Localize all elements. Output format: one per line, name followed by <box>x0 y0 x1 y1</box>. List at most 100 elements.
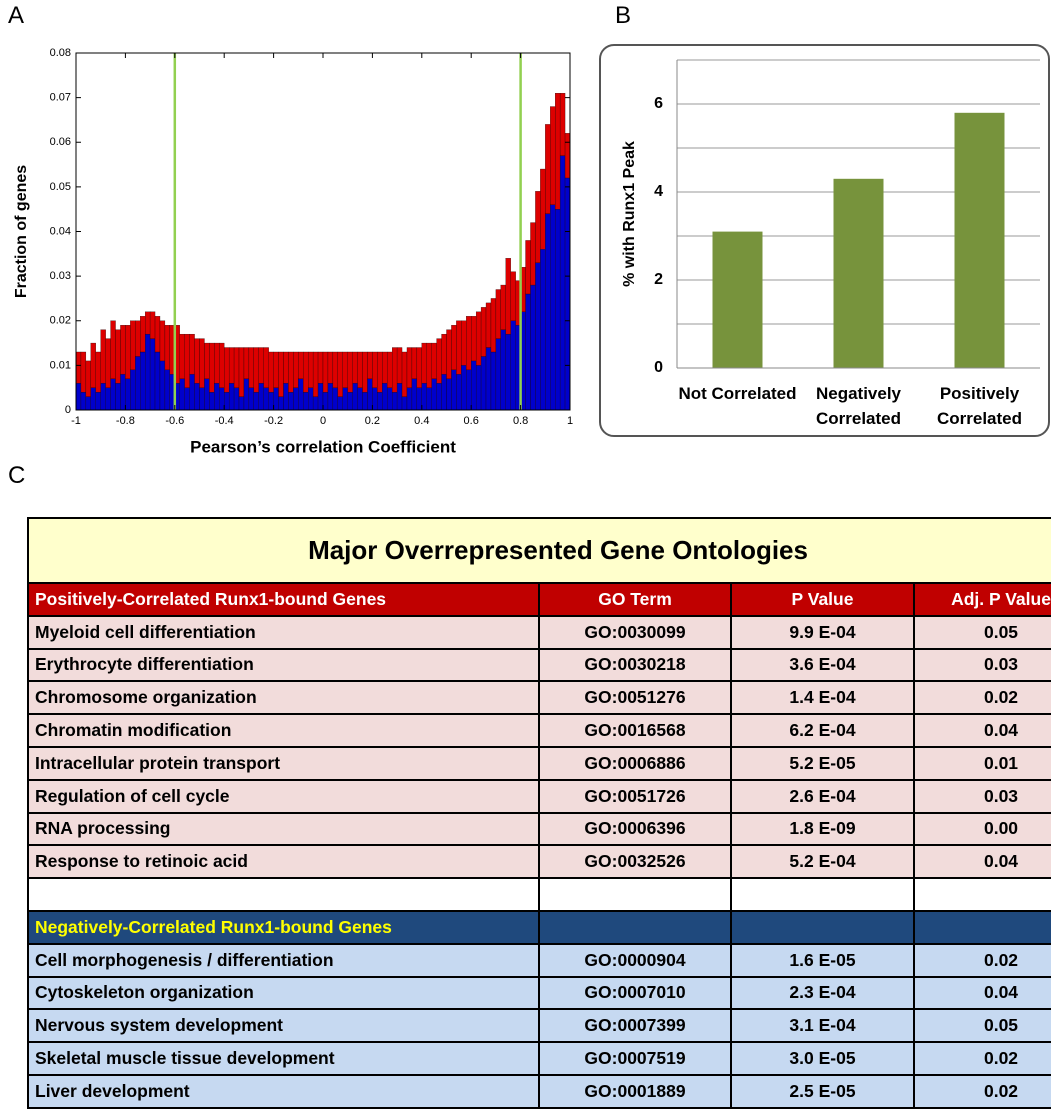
bar-segment <box>110 320 116 379</box>
bar-segment <box>387 387 393 411</box>
bar-segment <box>85 396 91 411</box>
table-cell: Intracellular protein transport <box>27 745 540 781</box>
bar-segment <box>189 333 195 375</box>
bar-segment <box>283 383 289 411</box>
table-cell: 5.2 E-04 <box>730 844 915 880</box>
table-cell: 1.4 E-04 <box>730 680 915 716</box>
table-cell <box>912 877 1051 912</box>
table-cell: GO:0051276 <box>538 680 732 716</box>
bar-segment <box>485 347 492 411</box>
bar-segment <box>490 298 497 353</box>
data-row: Erythrocyte differentiation GO:0030218 3.6… <box>27 647 1051 683</box>
bar-segment <box>406 387 413 411</box>
bar-segment <box>238 396 245 411</box>
bar <box>712 231 763 368</box>
bar-segment <box>90 387 96 411</box>
bar-segment <box>179 333 185 379</box>
bar-segment <box>248 347 254 388</box>
panel-label: B <box>615 2 632 29</box>
bar-segment <box>100 383 106 411</box>
bar-segment <box>258 383 264 411</box>
y-tick-label: 0.02 <box>50 315 71 327</box>
table-cell: GO:0032526 <box>538 844 732 880</box>
bar-segment <box>411 378 418 411</box>
bar-segment <box>505 333 511 411</box>
bar-segment <box>451 325 457 370</box>
spacer-row <box>27 877 1051 912</box>
bar-segment <box>545 124 551 214</box>
bar-segment <box>214 342 220 384</box>
bar-segment <box>367 378 373 411</box>
bar-segment <box>500 284 506 330</box>
table-cell: Adj. P Value <box>912 582 1051 617</box>
table-cell <box>912 909 1051 945</box>
bar-segment <box>475 311 482 366</box>
bar-segment <box>367 351 373 379</box>
table-cell: 2.3 E-04 <box>730 975 915 1011</box>
table-cell: 2.6 E-04 <box>730 778 915 814</box>
bar-segment <box>135 320 141 357</box>
bar-segment <box>327 351 334 384</box>
bar-segment <box>322 391 329 411</box>
bar-segment <box>485 302 492 348</box>
bar-segment <box>140 316 146 353</box>
bar-segment <box>337 396 343 411</box>
bar-segment <box>347 351 353 393</box>
bar-segment <box>298 378 304 411</box>
table-cell: RNA processing <box>27 811 540 847</box>
bar-segment <box>505 258 511 335</box>
bar-segment <box>278 351 284 397</box>
bar-segment <box>80 391 87 411</box>
bar-segment <box>471 360 477 411</box>
bar-segment <box>555 209 561 411</box>
data-row: Cell morphogenesis / differentiation GO:0… <box>27 942 1051 978</box>
y-tick-label: 0.08 <box>50 47 71 59</box>
table-cell: Erythrocyte differentiation <box>27 647 540 683</box>
table-cell: 3.6 E-04 <box>730 647 915 683</box>
data-row: RNA processing GO:0006396 1.8 E-09 0.00 <box>27 811 1051 847</box>
y-tick-label: 0.07 <box>50 92 71 104</box>
table-cell: 0.04 <box>912 975 1051 1011</box>
bar-segment <box>500 329 506 411</box>
data-row: Myeloid cell differentiation GO:0030099 9.… <box>27 614 1051 650</box>
bar-segment <box>303 391 309 411</box>
bar-segment <box>396 383 403 411</box>
y-tick-label: 4 <box>654 183 663 200</box>
bar-segment <box>159 360 166 411</box>
bar-segment <box>406 347 413 388</box>
bar-segment <box>372 351 378 388</box>
data-row: Liver development GO:0001889 2.5 E-05 0.02 <box>27 1073 1051 1109</box>
bar-segment <box>392 347 398 393</box>
bar-segment <box>288 351 294 393</box>
table-cell: GO:0007519 <box>538 1041 732 1076</box>
bar <box>954 112 1005 368</box>
bar-segment <box>253 347 259 393</box>
bar-segment <box>179 378 185 411</box>
bar-segment <box>80 351 87 393</box>
table-cell: P Value <box>730 582 915 617</box>
bar-segment <box>283 351 289 384</box>
data-row: Skeletal muscle tissue development GO:000… <box>27 1041 1051 1076</box>
table-cell: 0.00 <box>912 811 1051 847</box>
bar-segment <box>228 383 235 411</box>
bar-segment <box>219 342 225 388</box>
bar-segment <box>372 387 378 411</box>
x-tick-label: -1 <box>71 415 81 427</box>
table-cell <box>538 877 732 912</box>
header-row: Positively-Correlated Runx1-bound Genes G… <box>27 582 1051 617</box>
panel-label: A <box>8 2 25 29</box>
bar-segment <box>120 325 126 375</box>
bar-segment <box>466 369 472 411</box>
bar-segment <box>461 365 467 411</box>
bar-segment <box>204 378 210 411</box>
bar-segment <box>401 396 408 411</box>
bar-segment <box>125 325 131 379</box>
panel-frame <box>599 44 1050 437</box>
bar-segment <box>475 365 482 411</box>
table-cell: Regulation of cell cycle <box>27 778 540 814</box>
bar-segment <box>209 342 215 393</box>
bar-segment <box>357 387 363 411</box>
bar-segment <box>263 387 269 411</box>
y-tick-label: 0 <box>654 359 663 376</box>
bar-segment <box>273 351 279 388</box>
